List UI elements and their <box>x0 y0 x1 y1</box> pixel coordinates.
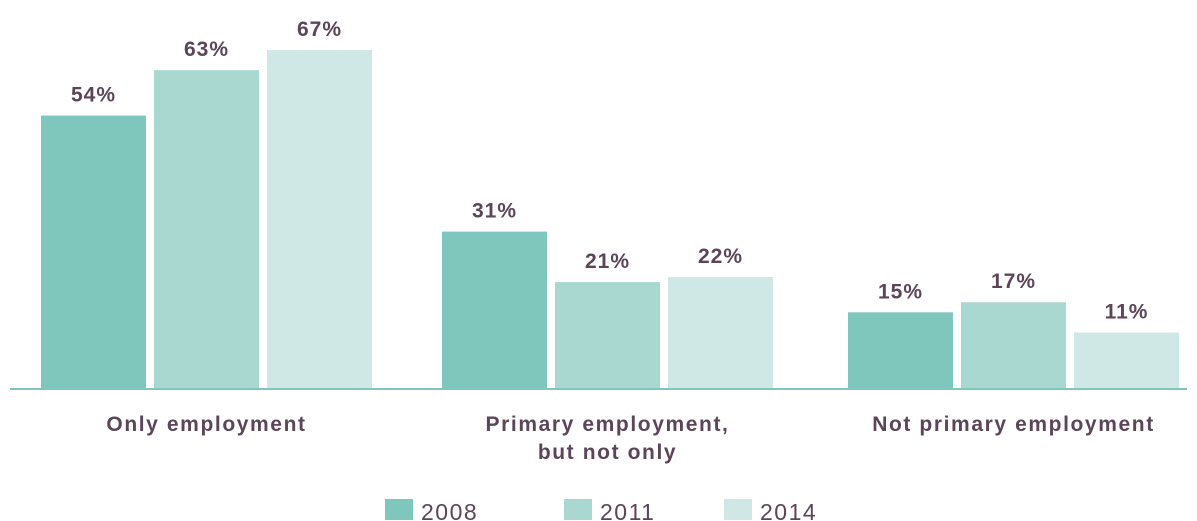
bar-2011-cat1 <box>555 282 660 388</box>
legend-swatch-2014 <box>724 499 752 520</box>
legend-swatch-2008 <box>385 499 413 520</box>
category-label-2: Not primary employment <box>872 413 1155 436</box>
bar-2008-cat0 <box>41 115 146 388</box>
legend-swatch-2011 <box>564 499 592 520</box>
legend: 2008 2011 2014 <box>385 499 817 521</box>
value-label-2014-cat1: 22% <box>698 245 743 268</box>
bars-group <box>41 50 1179 388</box>
category-label-line: Only employment <box>106 413 306 436</box>
value-label-2011-cat0: 63% <box>184 38 229 61</box>
value-label-2014-cat2: 11% <box>1105 301 1149 324</box>
bar-2008-cat1 <box>442 231 547 388</box>
legend-label-2011: 2011 <box>600 499 655 521</box>
value-labels-group: 54% 63% 67% 31% 21% 22% 15% 17% 11% <box>71 18 1149 324</box>
value-label-2008-cat2: 15% <box>878 280 923 303</box>
bar-2011-cat0 <box>154 70 259 388</box>
legend-label-2014: 2014 <box>760 499 817 521</box>
value-label-2014-cat0: 67% <box>297 18 342 41</box>
category-label-0: Only employment <box>106 413 306 436</box>
bar-2014-cat0 <box>267 50 372 388</box>
category-label-1: Primary employment, but not only <box>486 413 730 464</box>
value-label-2008-cat0: 54% <box>71 84 116 107</box>
value-label-2011-cat2: 17% <box>991 270 1036 293</box>
bar-2014-cat2 <box>1074 332 1179 388</box>
category-label-line: Not primary employment <box>872 413 1155 436</box>
category-label-line: but not only <box>538 441 677 464</box>
bar-2008-cat2 <box>848 312 953 388</box>
category-label-line: Primary employment, <box>486 413 730 436</box>
bar-2014-cat1 <box>668 277 773 388</box>
legend-label-2008: 2008 <box>421 499 478 521</box>
category-labels-group: Only employment Primary employment, but no… <box>106 413 1155 464</box>
value-label-2011-cat1: 21% <box>585 250 630 273</box>
value-label-2008-cat1: 31% <box>472 200 517 223</box>
bar-2011-cat2 <box>961 302 1066 388</box>
